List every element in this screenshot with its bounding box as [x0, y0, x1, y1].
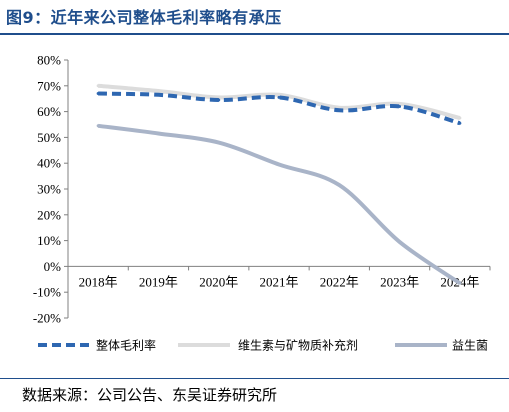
data-point-series-2: [337, 183, 341, 187]
data-point-series-1: [458, 116, 462, 120]
y-tick-label: 30%: [37, 182, 61, 197]
y-tick-label: 10%: [37, 233, 61, 248]
x-tick-label: 2020年: [199, 274, 238, 289]
series-line-1: [97, 83, 461, 120]
line-chart: 80% 70% 60% 50% 40% 30% 20% 10% 0% -10% -20% 2018年…: [33, 53, 491, 353]
data-point-series-0: [96, 92, 100, 96]
title-divider: [0, 33, 509, 35]
data-point-series-0: [156, 93, 160, 97]
data-point-series-2: [96, 124, 100, 128]
data-point-series-0: [217, 98, 221, 102]
data-point-series-2: [398, 240, 402, 244]
x-tick-label: 2022年: [320, 274, 359, 289]
series-line-2: [97, 123, 462, 285]
x-tick-label: 2019年: [139, 274, 178, 289]
data-point-series-2: [217, 141, 221, 145]
y-tick-label: -20%: [33, 311, 61, 326]
y-tick-label: 40%: [37, 156, 61, 171]
data-point-series-0: [458, 121, 462, 125]
data-point-series-0: [337, 108, 341, 112]
data-point-series-0: [277, 95, 281, 99]
data-point-series-1: [96, 84, 100, 88]
data-point-series-2: [156, 132, 160, 136]
data-point-series-1: [156, 89, 160, 93]
y-axis: 80% 70% 60% 50% 40% 30% 20% 10% 0% -10% -20%: [33, 53, 69, 326]
data-point-series-1: [277, 93, 281, 97]
data-point-series-0: [398, 104, 402, 108]
legend-label-2: 益生菌: [452, 339, 488, 353]
y-tick-label: -10%: [33, 285, 61, 300]
source-divider: [0, 378, 509, 379]
data-point-series-2: [458, 281, 462, 285]
y-tick-label: 80%: [37, 53, 61, 68]
data-point-series-2: [277, 162, 281, 166]
legend-label-1: 维生素与矿物质补充剂: [238, 338, 358, 353]
x-tick-label: 2018年: [79, 274, 118, 289]
legend: 整体毛利率 维生素与矿物质补充剂 益生菌: [38, 338, 488, 353]
x-tick-label: 2021年: [259, 274, 298, 289]
y-tick-label: 0%: [44, 259, 62, 274]
figure-title: 图9：近年来公司整体毛利率略有承压: [6, 8, 282, 27]
source-note: 数据来源：公司公告、东吴证券研究所: [22, 386, 278, 404]
y-tick-label: 70%: [37, 78, 61, 93]
y-tick-label: 50%: [37, 130, 61, 145]
legend-label-0: 整体毛利率: [96, 338, 156, 353]
series-layer: [96, 83, 462, 285]
x-tick-label: 2023年: [380, 274, 419, 289]
y-tick-label: 20%: [37, 207, 61, 222]
x-axis: 2018年2019年2020年2021年2022年2023年2024年: [67, 265, 491, 289]
y-tick-label: 60%: [37, 104, 61, 119]
